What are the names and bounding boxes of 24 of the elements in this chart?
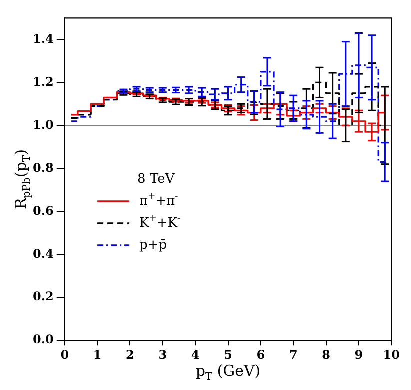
x-tick-label: 9 [354, 348, 364, 362]
legend-label: p+p̄ [140, 238, 168, 253]
x-tick-label: 4 [191, 348, 200, 362]
legend-title: 8 TeV [138, 172, 176, 187]
y-tick-label: 0.2 [32, 290, 54, 304]
x-tick-label: 0 [60, 348, 70, 362]
legend-label: π++π- [140, 192, 178, 209]
y-tick-label: 1.0 [32, 118, 54, 132]
legend-label: K++K- [140, 214, 181, 231]
x-tick-label: 7 [289, 348, 298, 362]
y-tick-label: 0.6 [32, 204, 54, 218]
y-tick-label: 1.2 [32, 74, 54, 89]
x-tick-label: 2 [126, 348, 134, 362]
x-tick-label: 3 [158, 348, 168, 362]
x-tick-label: 1 [93, 348, 102, 362]
x-tick-label: 10 [383, 348, 400, 362]
y-tick-label: 0.0 [32, 332, 54, 347]
x-tick-label: 8 [322, 348, 330, 362]
y-tick-label: 1.4 [32, 32, 54, 46]
x-tick-label: 5 [224, 348, 232, 362]
y-tick-label: 0.8 [32, 160, 54, 175]
y-axis-title: RpPb(pT) [12, 149, 33, 210]
x-tick-label: 6 [256, 348, 266, 362]
y-tick-label: 0.4 [32, 246, 54, 261]
